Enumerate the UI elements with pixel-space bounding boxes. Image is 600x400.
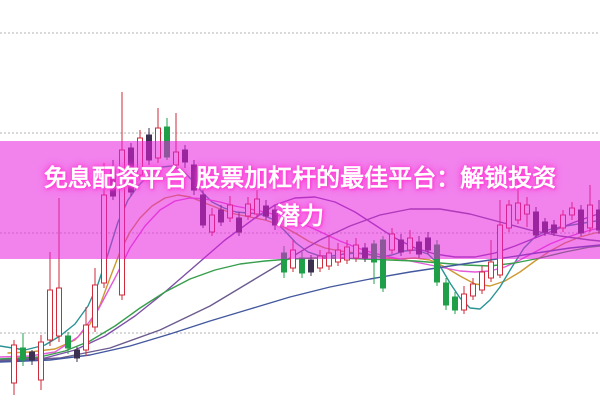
gridlines <box>0 32 600 334</box>
ma-slate <box>0 208 600 362</box>
